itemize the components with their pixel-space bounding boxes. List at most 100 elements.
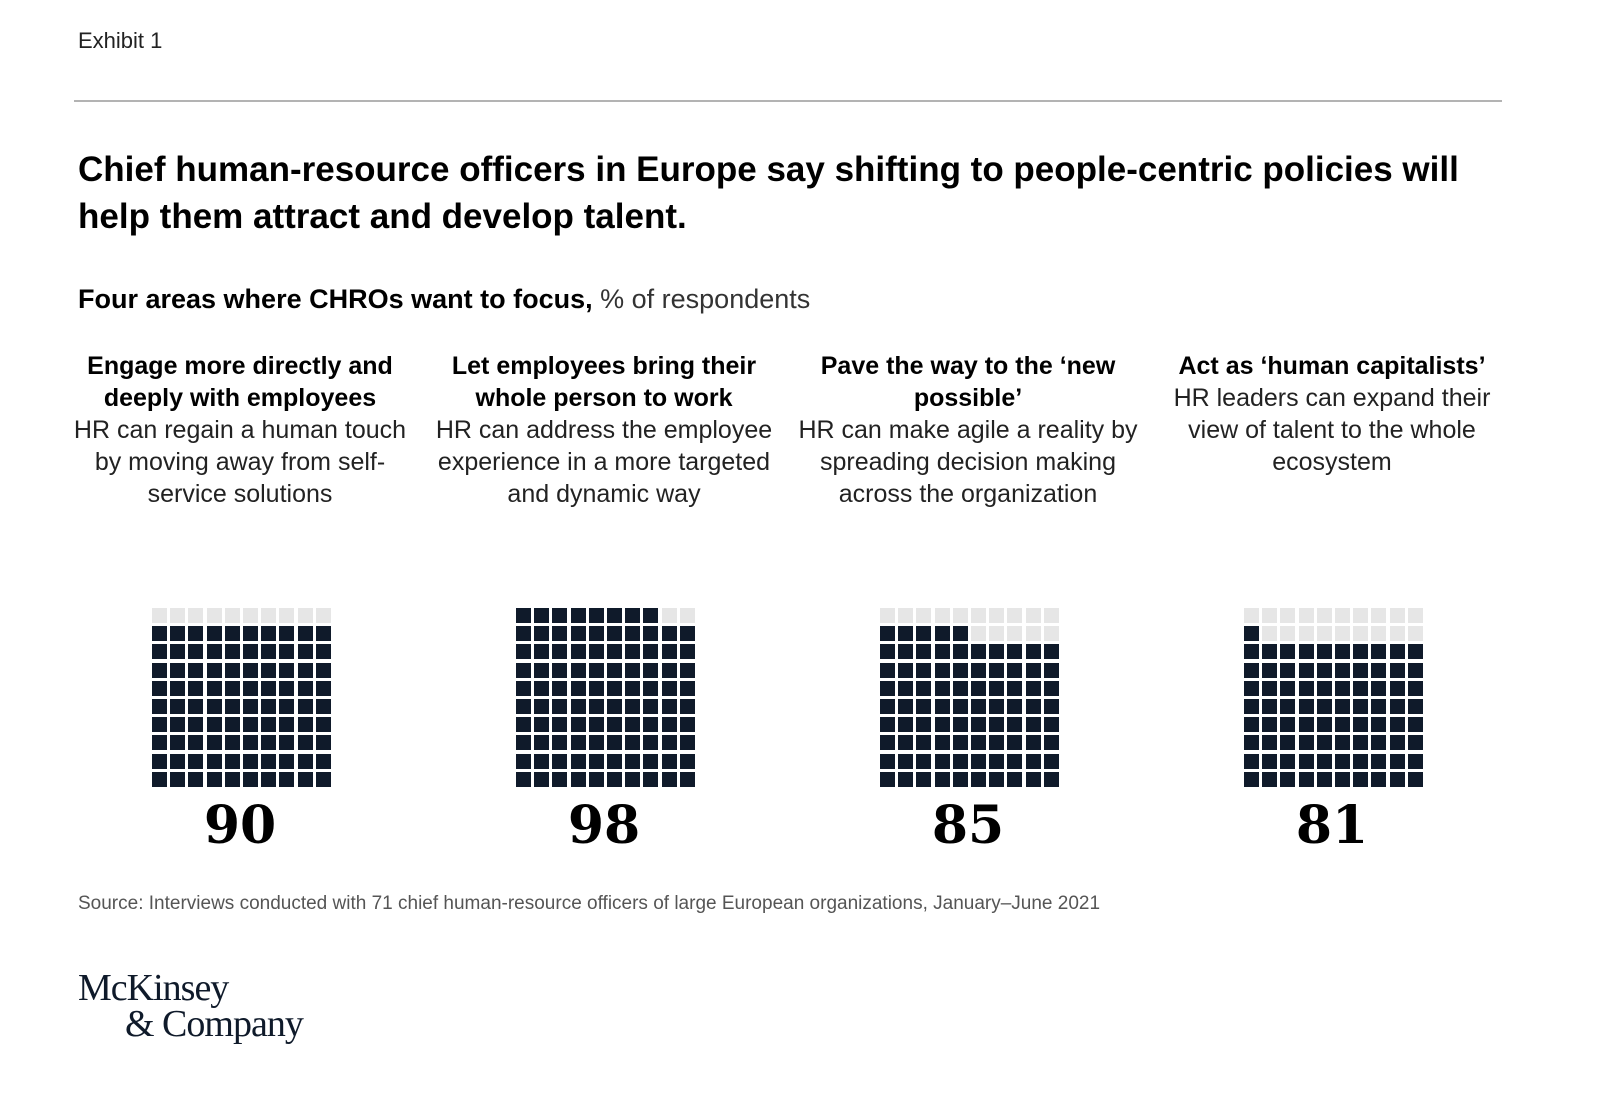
waffle-cell-filled	[1043, 680, 1059, 696]
waffle-cell-filled	[1262, 699, 1278, 714]
waffle-cell-filled	[206, 753, 222, 769]
waffle-cell-filled	[1007, 680, 1023, 696]
waffle-cell-empty	[679, 608, 695, 623]
chart-subtitle: Four areas where CHROs want to focus, % …	[78, 284, 810, 315]
subtitle-unit: % of respondents	[600, 284, 811, 314]
waffle-cell-filled	[516, 717, 531, 733]
waffle-cell-filled	[880, 771, 895, 787]
waffle-cell-filled	[661, 662, 677, 678]
waffle-cell-filled	[1316, 753, 1332, 769]
waffle-cell-filled	[1316, 699, 1332, 714]
waffle-cell-filled	[1316, 680, 1332, 696]
waffle-cell-filled	[607, 608, 622, 623]
waffle-cell-empty	[1280, 626, 1296, 642]
waffle-cell-filled	[643, 608, 659, 623]
waffle-cell-filled	[588, 626, 604, 642]
waffle-cell-filled	[1262, 717, 1278, 733]
waffle-cell-filled	[224, 626, 240, 642]
subtitle-bold: Four areas where CHROs want to focus,	[78, 284, 593, 314]
waffle-cell-filled	[261, 662, 277, 678]
waffle-cell-filled	[679, 699, 695, 714]
panel-heading: Engage more directly and deeply with emp…	[87, 352, 393, 412]
waffle-cell-filled	[989, 753, 1005, 769]
waffle-cell-filled	[152, 644, 167, 660]
waffle-cell-filled	[1407, 717, 1423, 733]
waffle-cell-filled	[643, 771, 659, 787]
waffle-cell-filled	[297, 717, 313, 733]
waffle-cell-filled	[516, 608, 531, 623]
waffle-cell-filled	[1335, 753, 1350, 769]
waffle-cell-filled	[934, 735, 950, 751]
waffle-cell-filled	[607, 771, 622, 787]
waffle-cell-filled	[898, 699, 914, 714]
exhibit-label: Exhibit 1	[78, 28, 163, 53]
waffle-cell-filled	[1244, 662, 1259, 678]
waffle-cell-filled	[971, 717, 986, 733]
waffle-cell-filled	[1025, 735, 1041, 751]
waffle-cell-empty	[170, 608, 186, 623]
waffle-cell-filled	[152, 753, 167, 769]
waffle-cell-filled	[1262, 735, 1278, 751]
panel-value: 85	[931, 795, 1005, 856]
waffle-cell-filled	[1043, 771, 1059, 787]
waffle-cell-filled	[989, 662, 1005, 678]
waffle-cell-filled	[152, 717, 167, 733]
waffle-cell-empty	[989, 608, 1005, 623]
waffle-cell-filled	[971, 662, 986, 678]
waffle-cell-empty	[1262, 626, 1278, 642]
waffle-cell-filled	[588, 771, 604, 787]
waffle-cell-filled	[243, 680, 258, 696]
waffle-cell-filled	[971, 699, 986, 714]
waffle-cell-filled	[625, 717, 641, 733]
waffle-cell-filled	[552, 680, 568, 696]
waffle-cell-filled	[224, 680, 240, 696]
waffle-cell-filled	[934, 717, 950, 733]
source-note: Source: Interviews conducted with 71 chi…	[78, 893, 1101, 914]
waffle-cell-filled	[243, 771, 258, 787]
waffle-cell-filled	[534, 662, 550, 678]
waffle-cell-filled	[552, 753, 568, 769]
waffle-cell-filled	[643, 753, 659, 769]
waffle-cell-filled	[243, 735, 258, 751]
waffle-cell-empty	[1371, 608, 1387, 623]
waffle-cell-filled	[152, 662, 167, 678]
waffle-cell-empty	[152, 608, 167, 623]
waffle-cell-empty	[916, 608, 932, 623]
waffle-cell-filled	[952, 771, 968, 787]
waffle-cell-filled	[898, 662, 914, 678]
waffle-cell-filled	[279, 717, 295, 733]
waffle-cell-empty	[1316, 608, 1332, 623]
waffle-cell-filled	[679, 735, 695, 751]
waffle-cell-filled	[1007, 771, 1023, 787]
waffle-cell-filled	[1389, 771, 1405, 787]
waffle-cell-filled	[1298, 644, 1314, 660]
waffle-cell-filled	[1244, 771, 1259, 787]
waffle-cell-filled	[570, 717, 586, 733]
waffle-cell-filled	[1280, 680, 1296, 696]
waffle-grid	[152, 608, 332, 788]
waffle-cell-filled	[1335, 662, 1350, 678]
waffle-cell-filled	[898, 680, 914, 696]
waffle-cell-filled	[1280, 662, 1296, 678]
waffle-cell-filled	[279, 644, 295, 660]
waffle-cell-filled	[679, 626, 695, 642]
chart-title: Chief human-resource officers in Europe …	[78, 150, 1459, 236]
waffle-cell-filled	[679, 771, 695, 787]
waffle-cell-filled	[152, 771, 167, 787]
waffle-cell-empty	[297, 608, 313, 623]
waffle-cell-filled	[916, 699, 932, 714]
waffle-cell-filled	[1335, 771, 1350, 787]
waffle-cell-filled	[188, 626, 204, 642]
waffle-cell-empty	[188, 608, 204, 623]
waffle-cell-filled	[1353, 680, 1369, 696]
waffle-cell-filled	[625, 608, 641, 623]
waffle-cell-empty	[661, 608, 677, 623]
waffle-cell-filled	[898, 626, 914, 642]
waffle-cell-filled	[880, 644, 895, 660]
waffle-cell-filled	[1025, 753, 1041, 769]
waffle-cell-filled	[206, 680, 222, 696]
waffle-cell-empty	[206, 608, 222, 623]
waffle-cell-filled	[607, 644, 622, 660]
waffle-cell-filled	[880, 662, 895, 678]
